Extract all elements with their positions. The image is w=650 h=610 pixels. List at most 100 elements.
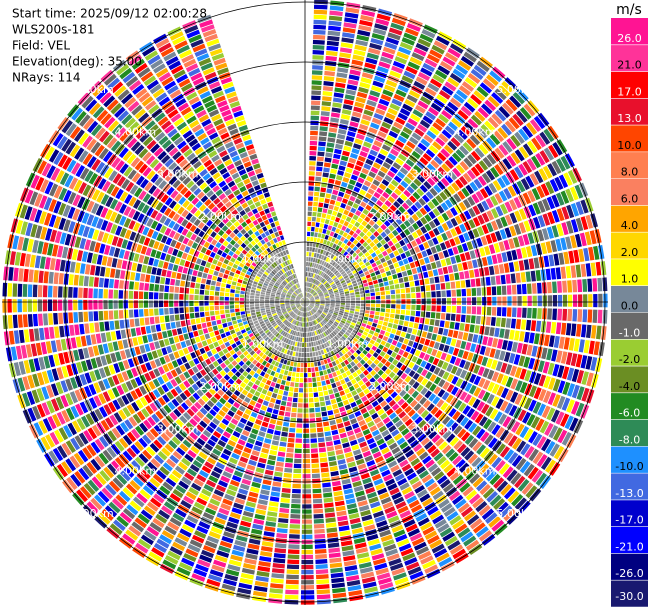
gate <box>378 492 390 500</box>
gate <box>371 33 385 41</box>
gate <box>416 174 426 184</box>
gate <box>371 505 383 514</box>
gate <box>318 316 323 321</box>
gate <box>522 233 530 246</box>
gate <box>327 30 341 37</box>
gate <box>501 374 509 386</box>
gate <box>337 339 342 345</box>
gate <box>460 125 472 137</box>
gate <box>158 339 165 348</box>
gate <box>343 324 349 329</box>
gate <box>445 394 454 404</box>
gate <box>307 372 312 378</box>
gate <box>222 348 229 355</box>
gate <box>340 294 345 297</box>
gate <box>383 117 394 125</box>
gate <box>170 344 178 352</box>
gate <box>385 308 391 313</box>
gate <box>355 297 361 301</box>
gate <box>323 203 329 209</box>
gate <box>319 238 324 244</box>
gate <box>326 368 332 374</box>
gate <box>325 436 333 442</box>
gate <box>335 280 340 285</box>
gate <box>355 308 360 312</box>
gate <box>429 126 440 136</box>
gate <box>322 312 327 316</box>
gate <box>372 80 384 88</box>
gate <box>494 109 507 122</box>
gate <box>370 303 376 308</box>
gate <box>278 373 284 379</box>
gate <box>312 308 317 313</box>
gate <box>278 512 289 519</box>
gate <box>366 404 374 411</box>
gate <box>489 348 496 358</box>
gate <box>463 510 477 522</box>
gate <box>297 310 300 315</box>
gate <box>371 345 378 352</box>
gate <box>387 337 393 344</box>
gate <box>335 175 343 181</box>
gate <box>340 361 346 368</box>
gate <box>325 304 330 307</box>
gate <box>416 160 426 170</box>
gate <box>416 384 424 393</box>
gate <box>401 463 412 472</box>
gate <box>446 433 456 443</box>
gate <box>326 532 338 538</box>
gate <box>252 590 267 598</box>
gate <box>385 368 392 376</box>
gate <box>313 387 318 393</box>
gate <box>274 361 280 367</box>
gate <box>431 543 445 554</box>
gate <box>503 351 511 363</box>
gate <box>325 276 330 281</box>
gate <box>305 302 310 305</box>
gate <box>420 216 428 225</box>
gate <box>368 496 379 504</box>
gate <box>359 290 365 294</box>
gate <box>365 324 372 330</box>
gate <box>338 323 344 328</box>
gate <box>465 315 471 323</box>
gate <box>284 385 290 391</box>
gate <box>560 190 570 204</box>
gate <box>345 216 352 223</box>
gate <box>375 211 382 219</box>
gate <box>326 314 332 318</box>
gate <box>395 226 403 234</box>
gate <box>330 350 335 356</box>
gate <box>329 393 335 400</box>
gate <box>239 456 249 464</box>
gate <box>321 344 325 349</box>
gate <box>333 408 340 414</box>
gate <box>472 425 482 436</box>
gate <box>278 410 285 416</box>
gate <box>284 467 293 473</box>
gate <box>382 261 388 268</box>
gate <box>517 478 530 492</box>
gate <box>508 353 516 364</box>
gate <box>365 223 372 230</box>
gate <box>311 290 315 295</box>
gate <box>477 226 485 236</box>
gate <box>586 372 594 387</box>
gate <box>510 378 519 390</box>
gate <box>223 531 235 539</box>
gate <box>324 395 330 401</box>
gate <box>340 296 345 299</box>
gate <box>313 392 319 398</box>
gate <box>303 433 310 438</box>
gate <box>445 448 456 458</box>
gate <box>275 399 282 405</box>
gate <box>361 248 368 254</box>
gate <box>401 75 414 84</box>
gate <box>273 404 280 410</box>
gate <box>315 312 320 317</box>
gate <box>296 367 300 373</box>
gate <box>280 342 285 348</box>
gate <box>410 204 419 213</box>
gate <box>310 289 314 294</box>
gate <box>328 362 334 368</box>
